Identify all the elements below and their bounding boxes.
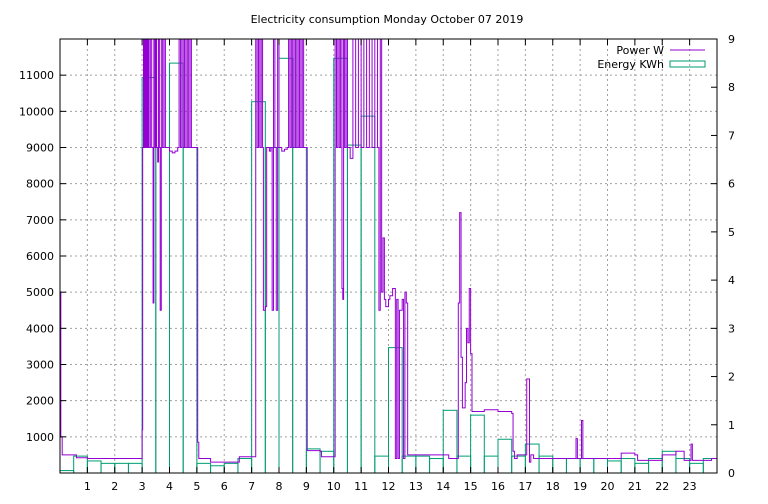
energy-bar [442,409,458,474]
y2-tick-label: 5 [728,226,735,239]
x-tick-label: 21 [628,480,642,493]
y-tick-label: 4000 [26,322,54,335]
energy-bar [511,455,526,474]
energy-bar [73,455,88,474]
y2-tick-label: 8 [728,81,735,94]
energy-bar [634,462,650,474]
energy-bar [127,462,143,474]
energy-bar [374,455,389,474]
y-tick-label: 10000 [19,105,54,118]
energy-bar [565,458,581,474]
energy-bar [497,438,513,474]
legend-label-power: Power W [616,44,664,57]
energy-bar [689,462,704,474]
energy-bar [579,458,595,474]
y2-tick-label: 7 [728,129,735,142]
y-tick-label: 8000 [26,178,54,191]
energy-bar [552,458,567,474]
y2-tick-label: 9 [728,33,735,46]
energy-bar [237,458,253,474]
x-tick-label: 17 [518,480,532,493]
energy-bar [305,448,321,474]
x-tick-label: 3 [139,480,146,493]
x-tick-label: 13 [409,480,423,493]
x-tick-label: 7 [248,480,255,493]
energy-bar [429,458,444,474]
energy-bar [607,460,622,474]
legend-label-energy: Energy KWh [597,58,664,71]
y-tick-label: 3000 [26,359,54,372]
x-tick-label: 14 [436,480,450,493]
energy-bar [169,62,184,474]
energy-bar [620,458,636,474]
energy-bar [223,462,239,474]
x-tick-label: 16 [491,480,505,493]
y2-tick-label: 1 [728,419,735,432]
x-tick-label: 10 [327,480,341,493]
y-tick-label: 6000 [26,250,54,263]
energy-bar [196,462,212,474]
energy-bar [415,455,431,474]
legend: Power W Energy KWh [597,44,706,71]
power-line [60,38,718,463]
x-tick-label: 11 [354,480,368,493]
x-tick-label: 5 [193,480,200,493]
energy-bar [483,455,499,474]
y2-tick-label: 6 [728,178,735,191]
energy-bar [155,147,170,474]
x-tick-label: 1 [84,480,91,493]
energy-bar [470,414,485,474]
x-tick-label: 4 [166,480,173,493]
energy-bar [319,450,335,474]
x-tick-label: 12 [382,480,396,493]
axes: 1 2 3 4 5 6 7 8 9 10 11 12 13 14 15 16 17 18 19 20 21 22 23100… [19,33,735,493]
chart-title: Electricity consumption Monday October 0… [251,13,524,26]
x-tick-label: 6 [221,480,228,493]
x-tick-label: 18 [546,480,560,493]
energy-bar [210,465,225,474]
energy-bar [278,57,294,474]
y2-tick-label: 4 [728,274,735,287]
energy-bar [86,460,102,474]
x-tick-label: 19 [573,480,587,493]
energy-bar [346,144,362,474]
energy-bar [593,458,608,474]
energy-bar [114,462,129,474]
energy-bar [456,455,472,474]
x-tick-label: 15 [464,480,478,493]
y2-tick-label: 0 [728,467,735,480]
y-tick-label: 5000 [26,286,54,299]
y2-tick-label: 3 [728,322,735,335]
x-tick-label: 9 [303,480,310,493]
energy-bar [360,115,376,474]
x-tick-label: 20 [601,480,615,493]
energy-bar [182,147,198,474]
power-series [60,38,718,463]
energy-bar [100,462,116,474]
legend-swatch-energy [669,60,706,68]
y-tick-label: 7000 [26,214,54,227]
x-tick-label: 22 [655,480,669,493]
y-tick-label: 11000 [19,69,54,82]
y-tick-label: 1000 [26,431,54,444]
y-tick-label: 2000 [26,395,54,408]
x-tick-label: 23 [683,480,697,493]
y2-tick-label: 2 [728,371,735,384]
energy-bar [292,147,307,474]
x-tick-label: 2 [111,480,118,493]
y-tick-label: 9000 [26,142,54,155]
x-tick-label: 8 [276,480,283,493]
